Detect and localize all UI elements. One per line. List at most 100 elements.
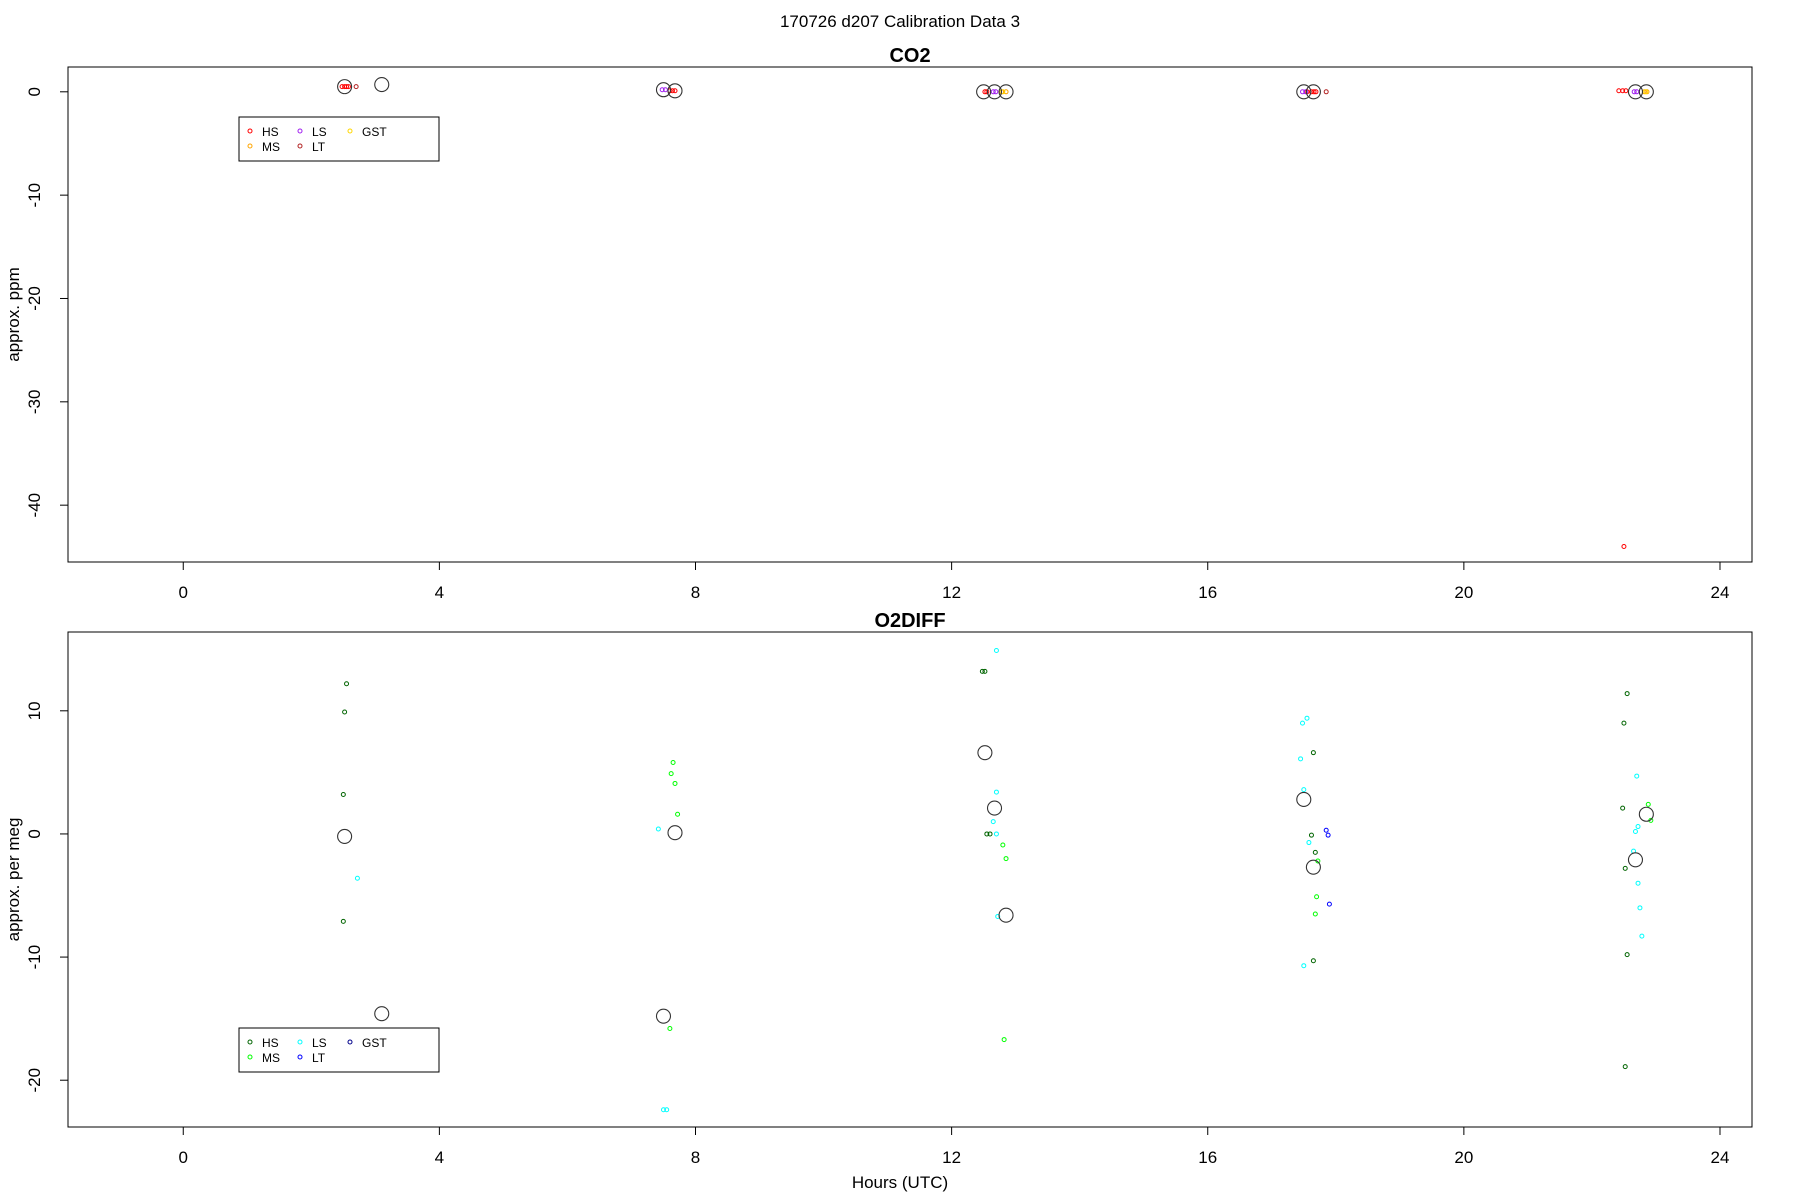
y-tick-label: 0 [25, 87, 44, 96]
x-tick-label: 12 [942, 583, 961, 602]
data-point-ms [1312, 911, 1318, 917]
y-tick-label: -40 [25, 493, 44, 518]
mean-circle-point [1627, 852, 1644, 868]
data-point-hs [340, 792, 346, 798]
legend-label: LT [312, 140, 326, 154]
data-point-hs [1308, 832, 1314, 838]
legend-box [238, 116, 440, 162]
data-point-ms [675, 811, 681, 817]
data-point-hs [1624, 952, 1630, 958]
legend-box [238, 1027, 440, 1073]
data-point-hs [344, 681, 350, 687]
mean-circle-point [374, 77, 390, 93]
data-point-ls [993, 789, 999, 795]
data-point-ms [672, 780, 678, 786]
y-tick-label: -20 [25, 1068, 44, 1093]
data-point-ls [655, 826, 661, 832]
legend-marker [297, 128, 303, 134]
y-tick-label: -10 [25, 183, 44, 208]
data-point-ls [1634, 89, 1640, 95]
mean-circle-point [1638, 84, 1654, 100]
data-point-hs [979, 668, 985, 674]
mean-circle-point [998, 84, 1014, 100]
data-point-hs [340, 918, 346, 924]
legend-marker [247, 1039, 253, 1045]
data-point-hs [1310, 958, 1316, 964]
mean-circle-point [337, 828, 353, 844]
mean-circle-point [667, 825, 683, 841]
x-tick-label: 24 [1711, 583, 1730, 602]
legend-label: LS [312, 1036, 327, 1050]
data-point-ls [1635, 880, 1641, 886]
data-point-ls [1306, 840, 1312, 846]
data-point-hs [1311, 89, 1317, 95]
legend-marker [347, 128, 353, 134]
legend-label: MS [262, 1051, 280, 1065]
legend-label: HS [262, 125, 279, 139]
legend-marker [297, 143, 303, 149]
legend-marker [247, 128, 253, 134]
data-point-gst [1643, 89, 1649, 95]
x-tick-label: 16 [1198, 1148, 1217, 1167]
data-point-hs [1622, 1064, 1628, 1070]
o2diff-panel: O2DIFF 0 4 8 12 16 20 24 10 0 -10 -20 approx. per me… [4, 610, 1753, 1167]
data-point-hs [1621, 543, 1627, 549]
data-point-ls [664, 1107, 670, 1113]
legend-label: MS [262, 140, 280, 154]
x-tick-label: 4 [435, 1148, 444, 1167]
y-tick-label: 0 [25, 829, 44, 838]
mean-circle-point [1305, 84, 1321, 100]
data-point-hs [342, 709, 348, 715]
data-point-ls [662, 87, 668, 93]
data-point-ls [1301, 963, 1307, 969]
mean-circle-point [1305, 859, 1321, 875]
data-point-ls [1637, 905, 1643, 911]
x-tick-label: 20 [1454, 1148, 1473, 1167]
data-point-hs [984, 831, 990, 837]
data-point-lt [1323, 827, 1329, 833]
data-point-ls [1631, 89, 1637, 95]
mean-circle-point [977, 745, 993, 761]
data-point-lt [1323, 89, 1329, 95]
x-tick-label: 20 [1454, 583, 1473, 602]
mean-circle-point [337, 79, 353, 95]
data-point-ls [1298, 756, 1304, 762]
y-tick-label: -20 [25, 286, 44, 311]
data-point-lt [1326, 901, 1332, 907]
data-point-lt [353, 84, 359, 90]
figure-title: 170726 d207 Calibration Data 3 [780, 12, 1020, 31]
mean-circle-point [986, 800, 1003, 816]
data-point-ls [1639, 933, 1645, 939]
data-point-hs [344, 84, 350, 90]
data-point-ls [993, 831, 999, 837]
mean-circle-point [1638, 806, 1654, 822]
x-tick-label: 0 [179, 1148, 188, 1167]
data-point-ms [1314, 894, 1320, 900]
legend-marker [297, 1054, 303, 1060]
data-point-hs [345, 84, 351, 90]
panel-title: CO2 [889, 45, 930, 67]
data-point-ls [1300, 89, 1306, 95]
data-point-ls [993, 647, 999, 653]
data-point-hs [1624, 691, 1630, 697]
co2-panel: CO2 0 4 8 12 16 20 24 0 -10 -20 -30 -40 approx. ppm HS… [4, 45, 1753, 602]
x-tick-label: 12 [942, 1148, 961, 1167]
legend-label: HS [262, 1036, 279, 1050]
legend-marker [247, 1054, 253, 1060]
data-point-ls [1301, 787, 1307, 793]
data-point-ms [668, 771, 674, 777]
data-point-hs [1310, 750, 1316, 756]
data-point-ms [670, 760, 676, 766]
x-tick-label: 8 [691, 1148, 700, 1167]
legend-label: GST [362, 125, 387, 139]
y-tick-label: -10 [25, 945, 44, 970]
data-point-hs [1620, 88, 1626, 94]
data-point-hs [1620, 805, 1626, 811]
mean-circle-point [1296, 84, 1312, 100]
mean-circle-point [655, 1008, 672, 1024]
data-point-hs [1312, 849, 1318, 855]
x-tick-label: 24 [1711, 1148, 1730, 1167]
data-point-ls [354, 875, 360, 881]
data-point-hs [982, 668, 988, 674]
